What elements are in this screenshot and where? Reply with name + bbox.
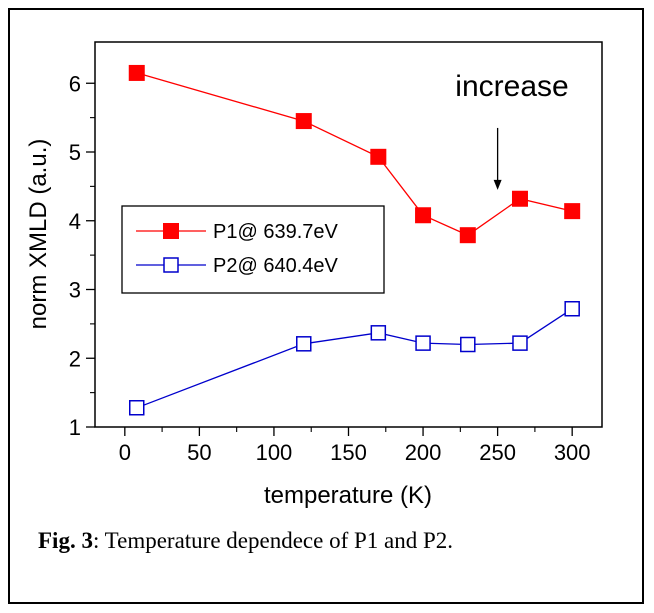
data-point-p1 xyxy=(511,190,528,207)
data-point-p1 xyxy=(370,148,387,165)
caption-label: Fig. 3 xyxy=(38,528,93,553)
x-tick-label: 200 xyxy=(405,440,442,465)
data-point-p2 xyxy=(564,301,580,317)
data-point-p1 xyxy=(295,113,312,130)
legend-label-p1: P1@ 639.7eV xyxy=(213,221,338,243)
annotation-arrow-head xyxy=(493,179,502,190)
x-tick-label: 0 xyxy=(119,440,131,465)
legend: P1@ 639.7eV P2@ 640.4eV xyxy=(121,205,385,294)
data-point-p2 xyxy=(296,336,312,352)
legend-label-p2: P2@ 640.4eV xyxy=(213,255,338,277)
data-point-p2 xyxy=(512,335,528,351)
x-axis: 0 50 100 150 200 250 300 xyxy=(119,427,591,465)
annotation: increase xyxy=(455,70,569,190)
x-tick-label: 250 xyxy=(479,440,516,465)
series-line-2 xyxy=(136,308,573,409)
x-axis-label: temperature (K) xyxy=(264,482,432,509)
x-tick-label: 100 xyxy=(256,440,293,465)
legend-marker-p1 xyxy=(163,223,179,239)
data-point-p1 xyxy=(415,207,432,224)
data-point-p1 xyxy=(459,227,476,244)
figure-caption: Fig. 3: Temperature dependece of P1 and … xyxy=(38,528,453,554)
series-layer xyxy=(128,64,581,416)
data-point-p2 xyxy=(460,336,476,353)
figure-frame xyxy=(8,8,644,604)
data-point-p2 xyxy=(415,335,431,351)
x-tick-label: 150 xyxy=(330,440,367,465)
legend-marker-p2 xyxy=(163,257,179,273)
x-tick-label: 300 xyxy=(554,440,591,465)
y-tick-label: 4 xyxy=(69,209,81,234)
y-tick-label: 6 xyxy=(69,71,81,96)
data-point-p1 xyxy=(564,203,581,220)
y-tick-label: 2 xyxy=(69,346,81,371)
y-axis-label: norm XMLD (a.u.) xyxy=(25,139,52,330)
y-axis: 1 2 3 4 5 6 xyxy=(69,71,95,440)
y-tick-label: 1 xyxy=(69,415,81,440)
data-point-p2 xyxy=(129,400,145,416)
caption-text: : Temperature dependece of P1 and P2. xyxy=(92,528,454,553)
y-tick-label: 3 xyxy=(69,278,81,303)
legend-box xyxy=(121,205,385,294)
x-tick-label: 50 xyxy=(187,440,211,465)
data-point-p1 xyxy=(128,64,145,81)
y-tick-label: 5 xyxy=(69,140,81,165)
data-point-p2 xyxy=(370,325,387,341)
annotation-text: increase xyxy=(455,70,568,103)
